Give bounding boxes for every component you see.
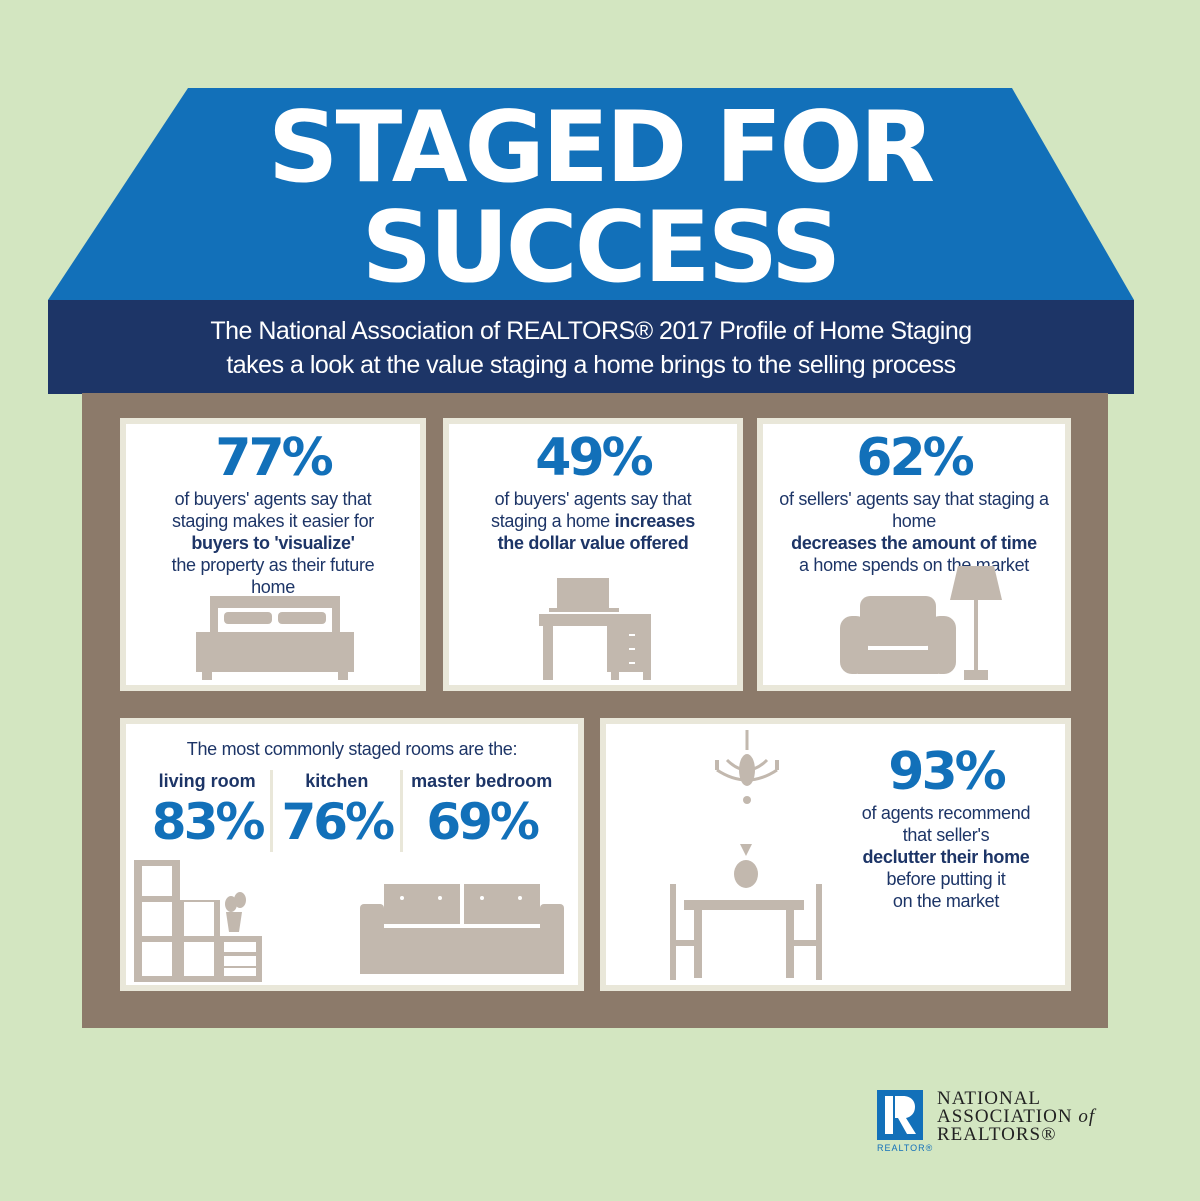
stat-text: on the market <box>892 891 1000 911</box>
stat-value: 77% <box>215 428 333 488</box>
room-value: 69% <box>426 793 540 851</box>
stat-value: 93% <box>888 742 1006 802</box>
stat-bold-text: decreases the amount of time <box>791 533 1037 553</box>
bed-icon <box>196 596 354 680</box>
chandelier-icon <box>715 730 779 804</box>
room-label: kitchen <box>305 771 369 791</box>
title-line-2: SUCCESS <box>361 191 842 305</box>
logo-text: ASSOCIATION <box>937 1106 1073 1127</box>
room-value: 83% <box>151 793 266 851</box>
stat-text: before putting it <box>886 869 1006 889</box>
title-line-1: STAGED FOR <box>267 91 935 205</box>
subtitle-line-2: takes a look at the value staging a home… <box>226 351 956 379</box>
stat-text: of agents recommend <box>861 803 1031 823</box>
stat-panel-dollar-value: 49% of buyers' agents say that staging a… <box>443 418 743 691</box>
room-label: master bedroom <box>411 771 553 791</box>
stat-value: 62% <box>856 428 974 488</box>
stat-panel-buyers-visualize: 77% of buyers' agents say that staging m… <box>120 418 426 691</box>
room-label: living room <box>158 771 256 791</box>
stat-panel-time-on-market: 62% of sellers' agents say that staging … <box>757 418 1071 691</box>
room-stat-kitchen: kitchen 76% <box>270 770 400 852</box>
staged-rooms-panel: The most commonly staged rooms are the: … <box>120 718 584 991</box>
stat-text: of sellers' agents say that staging a ho… <box>779 489 1049 531</box>
stat-text: of buyers' agents say that staging makes… <box>172 489 374 531</box>
desk-icon <box>539 578 651 680</box>
stat-bold-text: buyers to 'visualize' <box>191 533 355 553</box>
logo-text: of <box>1078 1106 1096 1127</box>
subtitle-band: The National Association of REALTORS® 20… <box>48 300 1134 394</box>
stat-text: the property as their future home <box>171 555 375 597</box>
logo-text: NATIONAL <box>937 1088 1042 1109</box>
bookshelf-icon <box>134 860 262 982</box>
stat-value: 49% <box>535 428 653 488</box>
room-value: 76% <box>281 793 395 851</box>
dining-table-icon <box>670 844 822 980</box>
stat-bold-text: increases the dollar value offered <box>497 511 696 553</box>
subtitle-line-1: The National Association of REALTORS® 20… <box>210 317 972 345</box>
stat-bold-text: declutter their home <box>862 847 1030 867</box>
stat-text: that seller's <box>902 825 990 845</box>
declutter-panel: 93% of agents recommend that seller's decl… <box>600 718 1071 991</box>
room-stat-master-bedroom: master bedroom 69% <box>400 770 560 852</box>
roof <box>48 88 1134 300</box>
realtor-r-logo-icon <box>877 1090 923 1140</box>
sofa-icon <box>360 884 564 974</box>
realtor-badge-text: REALTOR® <box>877 1143 934 1153</box>
stat-text: of buyers' agents say that staging a hom… <box>491 489 692 531</box>
armchair-lamp-icon <box>840 566 1002 680</box>
rooms-heading: The most commonly staged rooms are the: <box>186 739 518 759</box>
logo-text: REALTORS® <box>937 1124 1057 1145</box>
room-stat-living-room: living room 83% <box>144 770 271 852</box>
